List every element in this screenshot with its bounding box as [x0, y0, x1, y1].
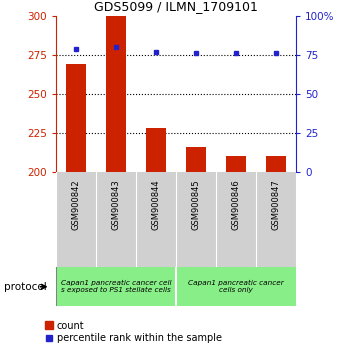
Bar: [186, 147, 206, 172]
Text: GSM900844: GSM900844: [152, 179, 161, 230]
Title: GDS5099 / ILMN_1709101: GDS5099 / ILMN_1709101: [94, 0, 258, 13]
Bar: [106, 16, 126, 172]
Legend: count, percentile rank within the sample: count, percentile rank within the sample: [41, 317, 225, 347]
Text: Capan1 pancreatic cancer
cells only: Capan1 pancreatic cancer cells only: [188, 280, 284, 293]
Text: GSM900846: GSM900846: [231, 179, 240, 230]
Text: protocol: protocol: [4, 282, 46, 292]
Text: GSM900845: GSM900845: [191, 179, 200, 230]
Text: Capan1 pancreatic cancer cell
s exposed to PS1 stellate cells: Capan1 pancreatic cancer cell s exposed …: [61, 280, 171, 293]
Text: GSM900847: GSM900847: [271, 179, 280, 230]
Text: GSM900843: GSM900843: [112, 179, 121, 230]
Bar: [266, 156, 286, 172]
Text: GSM900842: GSM900842: [71, 179, 81, 230]
Bar: [226, 156, 246, 172]
Bar: [146, 128, 166, 172]
Bar: [66, 64, 86, 172]
